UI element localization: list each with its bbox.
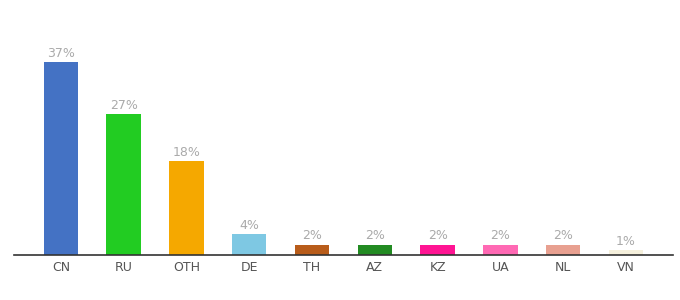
- Bar: [106, 114, 141, 255]
- Text: 1%: 1%: [616, 235, 636, 248]
- Bar: [420, 244, 455, 255]
- Bar: [358, 244, 392, 255]
- Text: 2%: 2%: [490, 230, 510, 242]
- Bar: [609, 250, 643, 255]
- Bar: [546, 244, 581, 255]
- Bar: [483, 244, 517, 255]
- Text: 37%: 37%: [47, 47, 75, 60]
- Bar: [169, 161, 204, 255]
- Text: 27%: 27%: [109, 99, 137, 112]
- Bar: [232, 234, 267, 255]
- Text: 2%: 2%: [302, 230, 322, 242]
- Bar: [44, 62, 78, 255]
- Text: 2%: 2%: [554, 230, 573, 242]
- Text: 4%: 4%: [239, 219, 259, 232]
- Text: 2%: 2%: [428, 230, 447, 242]
- Text: 2%: 2%: [365, 230, 385, 242]
- Text: 18%: 18%: [173, 146, 201, 159]
- Bar: [294, 244, 329, 255]
